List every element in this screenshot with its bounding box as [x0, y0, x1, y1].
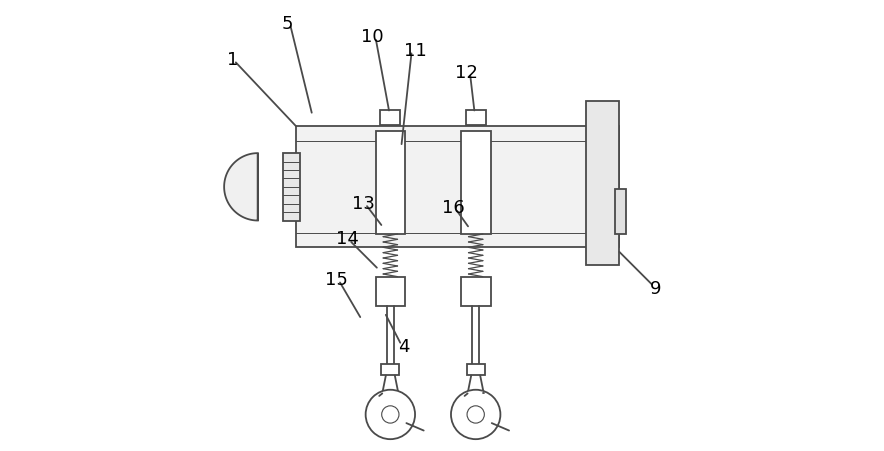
- Circle shape: [451, 390, 500, 439]
- Bar: [461, 131, 491, 235]
- Bar: [461, 277, 491, 306]
- Bar: [380, 111, 400, 125]
- Bar: [615, 189, 626, 235]
- Bar: [466, 111, 485, 125]
- Text: 13: 13: [352, 194, 375, 212]
- Text: 4: 4: [398, 337, 409, 355]
- Circle shape: [366, 390, 415, 439]
- Bar: [376, 131, 405, 235]
- Text: 1: 1: [226, 51, 238, 69]
- Circle shape: [467, 406, 484, 423]
- Text: 12: 12: [455, 64, 478, 82]
- Bar: [296, 127, 620, 248]
- Text: 10: 10: [361, 28, 384, 46]
- Polygon shape: [225, 154, 258, 221]
- Bar: [467, 364, 484, 376]
- Bar: [586, 102, 620, 266]
- Text: 11: 11: [404, 41, 426, 60]
- Circle shape: [382, 406, 399, 423]
- Text: 9: 9: [650, 279, 661, 297]
- Bar: [283, 154, 300, 221]
- Text: 14: 14: [336, 230, 359, 248]
- Bar: [381, 364, 400, 376]
- Text: 16: 16: [442, 198, 465, 216]
- Text: 15: 15: [325, 270, 348, 288]
- Text: 5: 5: [281, 15, 293, 33]
- Bar: [376, 277, 405, 306]
